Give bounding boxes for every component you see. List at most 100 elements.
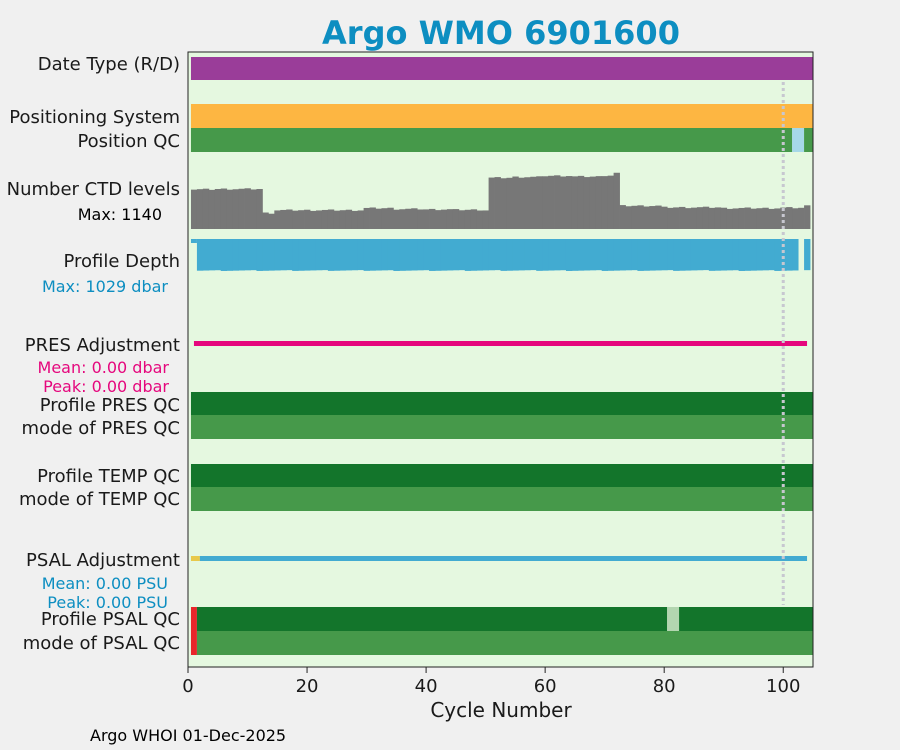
depth-bar-51	[488, 239, 495, 271]
ctd-bar-99	[774, 208, 781, 229]
ctd-bar-32	[375, 208, 382, 229]
depth-bar-3	[202, 239, 210, 271]
depth-bar-65	[571, 239, 579, 271]
depth-bar-72	[613, 239, 620, 271]
ctd-bar-70	[601, 176, 609, 229]
depth-bar-87	[702, 239, 710, 271]
depth-bar-54	[506, 239, 513, 271]
ctd-bar-39	[417, 209, 424, 229]
depth-bar-33	[381, 239, 388, 271]
depth-bar-88	[708, 239, 716, 271]
ctd-bar-104	[804, 205, 811, 229]
ctd-bar-25	[333, 210, 341, 229]
ctd-bar-15	[274, 210, 281, 229]
depth-bar-10	[244, 239, 251, 271]
depth-bar-1	[190, 239, 197, 243]
ctd-bar-62	[554, 175, 561, 229]
ctd-bar-73	[619, 205, 626, 229]
depth-bar-13	[262, 239, 269, 271]
ctd-bar-30	[363, 207, 370, 229]
ctd-bar-57	[524, 177, 531, 229]
ctd-bar-58	[530, 176, 537, 229]
ctd-bar-10	[244, 188, 251, 229]
depth-bar-26	[339, 239, 347, 271]
depth-bar-68	[589, 239, 597, 271]
label-ctd-levels: Number CTD levels	[7, 179, 180, 200]
label-mode-pres-qc: mode of PRES QC	[22, 418, 180, 439]
depth-bar-18	[292, 239, 299, 271]
ctd-bar-34	[387, 207, 394, 229]
depth-bar-22	[315, 239, 323, 271]
depth-bar-62	[554, 239, 561, 271]
depth-bar-70	[601, 239, 609, 271]
ctd-bar-98	[768, 208, 775, 229]
psal-mean-label: Mean: 0.00 PSU	[42, 574, 168, 593]
depth-bar-40	[423, 239, 430, 271]
depth-bar-53	[500, 239, 507, 271]
depth-bar-78	[649, 239, 656, 271]
depth-max-label: Max: 1029 dbar	[42, 277, 168, 296]
ctd-bar-66	[577, 175, 585, 229]
depth-bar-93	[738, 239, 745, 271]
depth-bar-7	[226, 239, 234, 271]
ctd-bar-81	[667, 207, 674, 229]
ctd-bar-91	[726, 208, 734, 229]
ctd-bar-44	[446, 209, 454, 229]
depth-bar-64	[565, 239, 573, 271]
ctd-bar-20	[304, 209, 311, 229]
depth-bar-71	[607, 239, 614, 271]
depth-bar-91	[726, 239, 734, 271]
depth-bar-77	[643, 239, 650, 271]
depth-bar-42	[435, 239, 442, 271]
ctd-bar-85	[690, 207, 698, 229]
ctd-bar-102	[792, 208, 799, 229]
depth-bar-49	[476, 239, 484, 271]
depth-bar-44	[446, 239, 454, 271]
ctd-bar-96	[756, 208, 763, 229]
ctd-bar-87	[702, 206, 710, 229]
depth-bar-55	[512, 239, 519, 271]
ctd-bar-16	[280, 209, 287, 229]
depth-bar-41	[429, 239, 436, 271]
depth-bar-58	[530, 239, 537, 271]
depth-bar-35	[393, 239, 400, 271]
depth-bar-84	[685, 239, 692, 271]
ctd-bar-84	[685, 208, 692, 229]
ctd-bar-37	[405, 208, 412, 229]
label-pres-adjustment: PRES Adjustment	[25, 335, 180, 356]
label-profile-psal-qc: Profile PSAL QC	[41, 609, 180, 630]
ctd-bar-86	[696, 207, 704, 229]
ctd-bar-27	[345, 209, 353, 229]
ctd-bar-61	[548, 175, 555, 229]
ctd-bar-8	[232, 189, 239, 229]
depth-bar-16	[280, 239, 287, 271]
ctd-bar-28	[351, 210, 359, 229]
ctd-bar-88	[708, 207, 716, 229]
profile-psal-qc-seg-3	[679, 607, 813, 631]
ctd-bar-45	[452, 209, 460, 229]
ctd-bar-40	[423, 209, 430, 229]
mode-pres-qc-bar	[190, 415, 813, 439]
position-qc-seg-1	[792, 128, 805, 152]
ctd-bar-5	[214, 189, 222, 229]
ctd-bar-13	[262, 212, 269, 229]
depth-bar-37	[405, 239, 412, 271]
ctd-bar-50	[482, 210, 489, 229]
depth-bar-92	[732, 239, 739, 271]
ctd-bar-17	[286, 209, 293, 229]
label-profile-temp-qc: Profile TEMP QC	[37, 466, 180, 487]
ctd-bar-69	[595, 176, 603, 229]
position-qc-seg-0	[190, 128, 793, 152]
depth-bar-36	[399, 239, 406, 271]
ctd-bar-41	[429, 208, 436, 229]
ctd-bar-76	[637, 205, 644, 229]
depth-bar-57	[524, 239, 531, 271]
depth-bar-9	[238, 239, 245, 271]
depth-bar-97	[762, 239, 769, 271]
ctd-bar-22	[315, 210, 323, 229]
ctd-bar-64	[565, 176, 573, 229]
ctd-bar-19	[298, 210, 305, 229]
depth-bar-59	[536, 239, 543, 271]
ctd-bar-54	[506, 177, 513, 229]
x-axis: 0 20 40 60 80 100	[182, 667, 800, 697]
